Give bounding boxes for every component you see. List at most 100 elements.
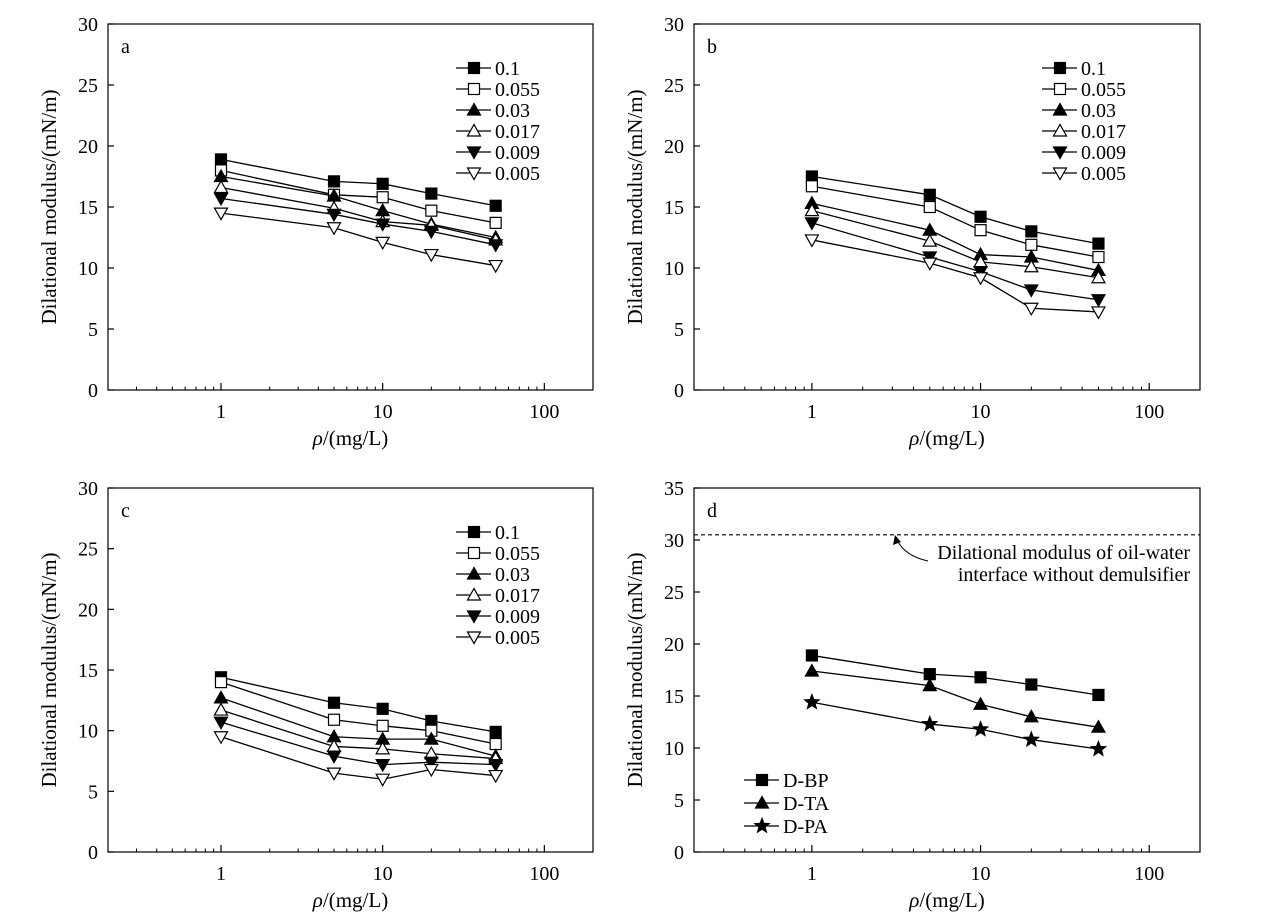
data-point: [922, 233, 938, 247]
data-point: [423, 763, 439, 778]
data-point: [973, 696, 989, 710]
y-tick-label: 30: [78, 14, 98, 36]
x-axis-label: ρ/(mg/L): [908, 426, 984, 450]
x-axis-label-unit: /(mg/L): [919, 888, 984, 912]
x-tick-label: 10: [971, 401, 991, 423]
y-tick-label: 5: [674, 319, 684, 341]
data-point: [1023, 259, 1039, 273]
data-point: [423, 225, 439, 240]
data-point: [804, 202, 820, 217]
legend-label: 0.009: [495, 142, 540, 164]
legend-label: 0.055: [1081, 79, 1126, 101]
series-0.009: [804, 217, 1106, 308]
annotation-arrowhead: [893, 535, 901, 545]
data-point: [1092, 688, 1105, 702]
data-point: [327, 175, 341, 188]
series-0.1: [214, 153, 502, 212]
series-line: [220, 158, 496, 207]
y-tick-label: 10: [664, 738, 684, 760]
y-tick-label: 35: [664, 478, 684, 500]
data-point: [489, 216, 502, 229]
data-point: [326, 208, 342, 223]
series-line: [811, 701, 1099, 750]
data-point: [214, 676, 228, 689]
series-0.1: [214, 671, 502, 738]
data-point: [804, 663, 820, 677]
x-axis-label-variable: ρ: [908, 426, 919, 450]
data-point: [974, 671, 987, 684]
legend-label: 0.1: [495, 522, 520, 544]
series-line: [811, 202, 1099, 272]
series-line: [811, 654, 1099, 696]
y-tick-label: 15: [664, 686, 684, 708]
chart-panel-d: 0 5 10 15 20 25 30 35 1 10 100 Dilational modulus/(…: [623, 478, 1201, 912]
series-D-PA: [803, 693, 1108, 757]
legend-marker: [753, 816, 771, 834]
data-point: [423, 248, 439, 263]
legend-label: 0.009: [495, 606, 540, 628]
legend-marker: [467, 61, 481, 75]
legend-label: 0.005: [1081, 163, 1126, 185]
y-tick-label: 5: [88, 319, 98, 341]
data-point: [423, 731, 439, 745]
data-point: [489, 737, 502, 751]
series-0.005: [804, 234, 1106, 320]
data-point: [1023, 284, 1039, 298]
legend-marker: [466, 123, 482, 137]
legend-marker: [466, 146, 482, 160]
legend-label: 0.017: [495, 585, 540, 607]
x-axis-label-variable: ρ: [312, 888, 323, 912]
data-point: [805, 180, 818, 193]
x-tick-label: 10: [373, 863, 393, 885]
data-point: [923, 200, 936, 214]
series-0.005: [213, 731, 504, 787]
legend-marker: [1052, 146, 1068, 160]
data-point: [805, 649, 818, 662]
y-tick-label: 15: [78, 660, 98, 682]
data-point: [327, 713, 341, 726]
data-point: [213, 716, 229, 730]
data-point: [213, 207, 229, 221]
legend-marker: [1052, 167, 1068, 181]
series-0.1: [805, 170, 1105, 250]
data-point: [1022, 730, 1041, 748]
series-line: [220, 197, 496, 246]
data-point: [1023, 709, 1039, 723]
data-point: [803, 693, 821, 710]
y-axis-label: Dilational modulus/(mN/m): [37, 552, 61, 787]
legend-label: D-BP: [783, 770, 829, 792]
series-0.005: [213, 207, 504, 274]
legend-marker: [466, 566, 482, 580]
data-point: [1090, 719, 1106, 733]
x-axis-label-unit: /(mg/L): [323, 888, 388, 912]
y-axis-label: Dilational modulus/(mN/m): [37, 89, 61, 324]
data-point: [326, 222, 342, 236]
legend-marker: [466, 102, 482, 116]
data-point: [923, 188, 936, 201]
legend-label: 0.03: [1081, 100, 1116, 122]
x-tick-label: 100: [1134, 401, 1164, 423]
x-tick-label: 100: [529, 863, 559, 885]
legend-marker: [466, 631, 482, 645]
data-point: [213, 731, 229, 745]
data-point: [326, 767, 342, 781]
data-point: [489, 725, 502, 738]
data-point: [488, 239, 504, 253]
series-line: [811, 175, 1099, 245]
panel-label: b: [707, 36, 717, 58]
x-tick-label: 10: [373, 401, 393, 423]
x-tick-label: 1: [807, 863, 817, 885]
legend-marker: [1053, 61, 1067, 75]
legend-label: 0.1: [1081, 58, 1106, 80]
legend-marker: [467, 82, 481, 96]
annotation-line-2: interface without demulsifier: [958, 564, 1190, 586]
data-point: [922, 677, 938, 692]
series-D-TA: [804, 663, 1106, 733]
legend-label: 0.005: [495, 163, 540, 185]
legend-marker: [466, 610, 482, 624]
data-point: [425, 204, 438, 217]
data-point: [804, 217, 820, 231]
y-tick-label: 20: [664, 634, 684, 656]
series-line: [811, 239, 1099, 313]
